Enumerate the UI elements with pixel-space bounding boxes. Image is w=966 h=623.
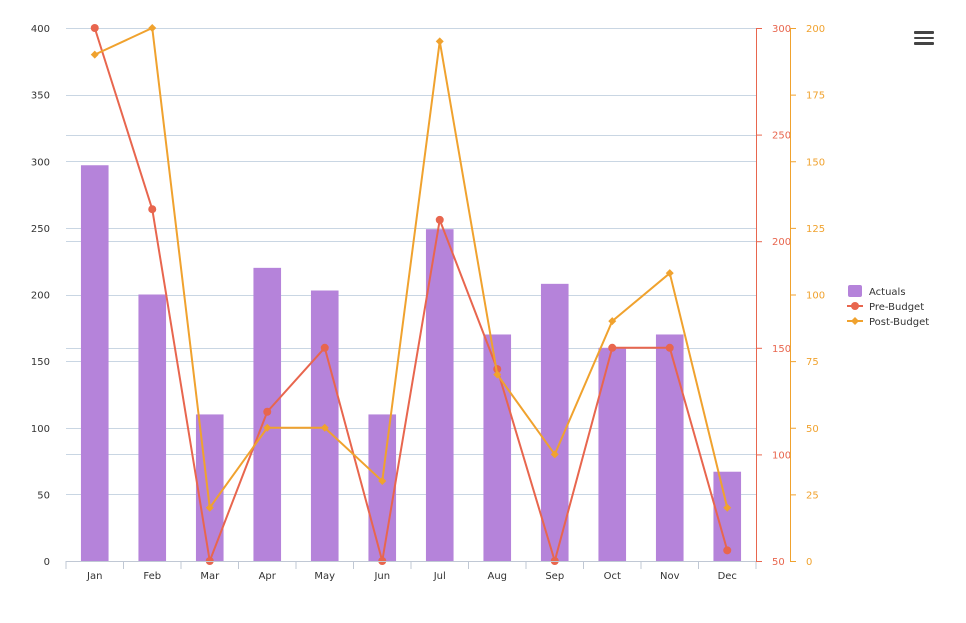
- y-left-tick-label: 0: [44, 557, 50, 568]
- post-budget-point: [550, 450, 559, 459]
- y-left-tick-label: 150: [31, 357, 50, 368]
- y-right2-tick-label: 125: [806, 224, 825, 235]
- y-left-tick-label: 200: [31, 291, 50, 302]
- post-budget-point: [205, 503, 214, 512]
- post-budget-point: [435, 37, 444, 46]
- y-right1-tick-label: 150: [772, 344, 791, 355]
- x-tick-label: Feb: [143, 571, 161, 582]
- legend: Actuals Pre-Budget Post-Budget: [847, 285, 929, 328]
- y-right1-tick-label: 50: [772, 557, 785, 568]
- pre-budget-point: [90, 24, 99, 32]
- grid-lines: [66, 28, 756, 562]
- y-right2-tick-label: 25: [806, 490, 819, 501]
- pre-budget-point: [263, 407, 272, 416]
- post-budget-point: [320, 423, 329, 432]
- y-left-tick-label: 300: [31, 157, 50, 168]
- y-left-tick-label: 100: [31, 424, 50, 435]
- y-right2-tick-label: 50: [806, 424, 819, 435]
- y-right2-tick-label: 200: [806, 24, 825, 35]
- bar-nov: [655, 334, 684, 561]
- post-budget-point: [493, 370, 502, 379]
- y-left-tick-label: 350: [31, 91, 50, 102]
- post-budget-point: [378, 477, 387, 486]
- x-tick-label: Oct: [604, 571, 621, 582]
- bar-jul: [425, 229, 454, 561]
- legend-marker-pre-budget: [851, 302, 859, 310]
- legend-label-actuals: Actuals: [869, 287, 906, 298]
- pre-budget-point: [435, 215, 444, 224]
- y-right2-tick-label: 0: [806, 557, 812, 568]
- post-budget-point: [665, 269, 674, 278]
- post-budget-point: [148, 24, 157, 32]
- x-tick-label: Nov: [660, 571, 680, 582]
- bar-feb: [138, 294, 167, 561]
- post-budget-point: [723, 503, 732, 512]
- y-right2-tick-label: 75: [806, 357, 819, 368]
- post-budget-line: [94, 26, 729, 511]
- x-tick-label: Apr: [259, 571, 277, 582]
- bar-jun: [368, 414, 397, 561]
- y-right1-tick-label: 100: [772, 450, 791, 461]
- x-tick-label: Mar: [200, 571, 220, 582]
- legend-label-pre-budget: Pre-Budget: [869, 302, 924, 313]
- y-right2-tick-label: 175: [806, 91, 825, 102]
- bar-sep: [540, 283, 569, 561]
- x-tick-label: Aug: [487, 571, 507, 582]
- y-right1-tick-label: 200: [772, 237, 791, 248]
- axes: Jan Feb Mar Apr May Jun Jul Aug Sep Oct Nov Dec 0 50 1…: [31, 24, 825, 582]
- x-tick-label: Dec: [718, 571, 737, 582]
- y-right1-tick-label: 250: [772, 131, 791, 142]
- x-tick-label: Jul: [433, 571, 446, 582]
- post-budget-point: [90, 50, 99, 59]
- menu-bar: [914, 36, 934, 39]
- menu-bar: [914, 42, 934, 45]
- bar-mar: [195, 414, 224, 561]
- post-budget-point: [608, 317, 617, 326]
- y-left-tick-label: 400: [31, 24, 50, 35]
- pre-budget-point: [608, 343, 617, 352]
- y-left-tick-label: 250: [31, 224, 50, 235]
- hamburger-menu-icon[interactable]: [912, 28, 936, 50]
- bar-jan: [80, 165, 109, 561]
- pre-budget-point: [148, 205, 157, 214]
- x-tick-label: Sep: [545, 571, 564, 582]
- x-tick-label: May: [314, 571, 335, 582]
- pre-budget-point: [665, 343, 674, 352]
- legend-swatch-actuals: [848, 285, 862, 297]
- legend-marker-post-budget: [851, 317, 859, 325]
- actuals-bars: [80, 165, 742, 561]
- legend-label-post-budget: Post-Budget: [869, 317, 929, 328]
- budget-lines: [90, 24, 732, 565]
- y-right1-tick-label: 300: [772, 24, 791, 35]
- y-left-tick-label: 50: [37, 490, 50, 501]
- x-tick-label: Jan: [86, 571, 102, 582]
- menu-bar: [914, 31, 934, 34]
- x-tick-label: Jun: [373, 571, 390, 582]
- pre-budget-point: [723, 546, 732, 555]
- pre-budget-point: [320, 343, 329, 352]
- y-right2-tick-label: 150: [806, 157, 825, 168]
- y-right2-tick-label: 100: [806, 291, 825, 302]
- pre-budget-line: [93, 27, 729, 565]
- post-budget-point: [263, 423, 272, 432]
